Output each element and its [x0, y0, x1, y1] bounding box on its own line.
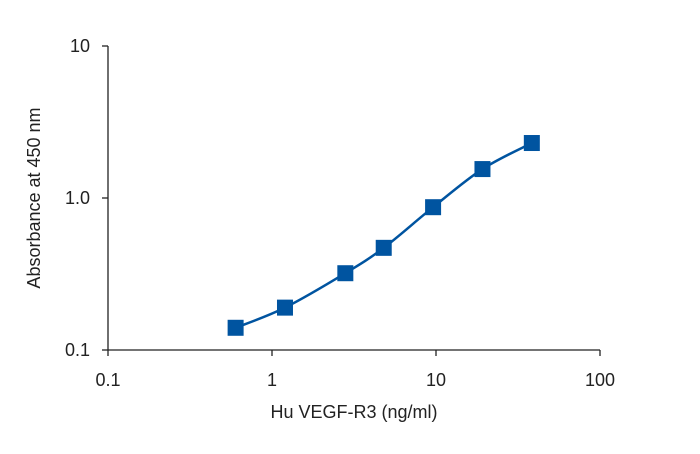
data-point — [425, 199, 442, 216]
y-tick-label: 10 — [70, 36, 90, 56]
data-point — [227, 319, 244, 336]
data-point — [523, 135, 540, 152]
y-tick-label: 1.0 — [65, 188, 90, 208]
x-tick-label: 0.1 — [95, 370, 120, 390]
data-point — [375, 239, 392, 256]
x-tick-label: 1 — [267, 370, 277, 390]
data-point — [337, 265, 354, 282]
x-tick-label: 10 — [426, 370, 446, 390]
data-point — [276, 299, 293, 316]
x-tick-label: 100 — [585, 370, 615, 390]
data-point — [474, 161, 491, 178]
x-axis-label: Hu VEGF-R3 (ng/ml) — [270, 402, 437, 422]
y-tick-label: 0.1 — [65, 340, 90, 360]
y-axis-label: Absorbance at 450 nm — [24, 107, 44, 288]
